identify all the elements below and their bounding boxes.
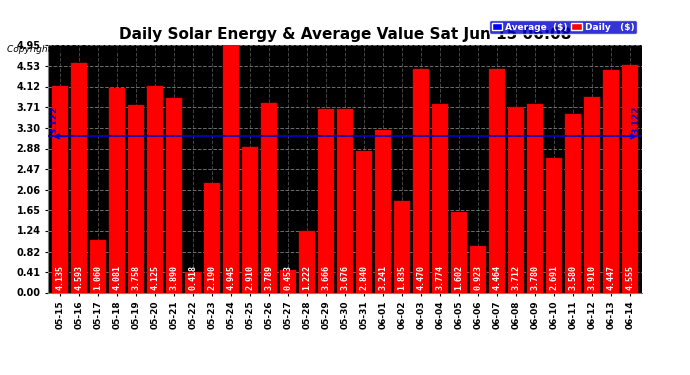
Bar xyxy=(413,69,429,292)
Bar xyxy=(128,105,144,292)
Title: Daily Solar Energy & Average Value Sat Jun 15 06:08: Daily Solar Energy & Average Value Sat J… xyxy=(119,27,571,42)
Text: 2.190: 2.190 xyxy=(208,265,217,290)
Bar xyxy=(280,270,296,292)
Text: 4.945: 4.945 xyxy=(226,265,235,290)
Bar xyxy=(375,130,391,292)
Text: 3.122: 3.122 xyxy=(50,105,59,134)
Bar xyxy=(261,103,277,292)
Text: 0.453: 0.453 xyxy=(284,265,293,290)
Text: 1.602: 1.602 xyxy=(455,265,464,290)
Text: Copyright 2013 Cartronics.com: Copyright 2013 Cartronics.com xyxy=(7,45,148,54)
Legend: Average  ($), Daily   ($): Average ($), Daily ($) xyxy=(489,20,637,34)
Bar xyxy=(603,70,620,292)
Bar xyxy=(432,104,448,292)
Bar xyxy=(90,240,106,292)
Bar xyxy=(337,109,353,292)
Bar xyxy=(546,158,562,292)
Bar xyxy=(52,86,68,292)
Bar xyxy=(527,104,543,292)
Bar xyxy=(451,212,467,292)
Text: 3.580: 3.580 xyxy=(569,265,578,290)
Text: 3.758: 3.758 xyxy=(131,265,140,290)
Bar xyxy=(565,114,581,292)
Text: 4.081: 4.081 xyxy=(112,265,121,290)
Bar xyxy=(166,98,182,292)
Bar xyxy=(508,107,524,292)
Text: 3.789: 3.789 xyxy=(264,265,273,290)
Bar xyxy=(584,97,600,292)
Bar xyxy=(318,109,334,292)
Text: 3.910: 3.910 xyxy=(588,265,597,290)
Text: 3.666: 3.666 xyxy=(322,265,331,290)
Bar xyxy=(204,183,220,292)
Bar xyxy=(470,246,486,292)
Text: 4.135: 4.135 xyxy=(55,265,64,290)
Text: 3.780: 3.780 xyxy=(531,265,540,290)
Bar xyxy=(241,147,258,292)
Text: 3.890: 3.890 xyxy=(169,265,178,290)
Text: 0.923: 0.923 xyxy=(473,265,482,290)
Text: 0.418: 0.418 xyxy=(188,265,197,290)
Text: 3.712: 3.712 xyxy=(512,265,521,290)
Text: 1.060: 1.060 xyxy=(93,265,102,290)
Text: 1.835: 1.835 xyxy=(397,265,406,290)
Text: 3.122: 3.122 xyxy=(631,105,640,134)
Text: 2.910: 2.910 xyxy=(246,265,255,290)
Bar xyxy=(70,63,87,292)
Text: 4.464: 4.464 xyxy=(493,265,502,290)
Text: 4.125: 4.125 xyxy=(150,265,159,290)
Text: 2.691: 2.691 xyxy=(550,265,559,290)
Text: 4.470: 4.470 xyxy=(417,265,426,290)
Text: 4.447: 4.447 xyxy=(607,265,615,290)
Text: 4.593: 4.593 xyxy=(75,265,83,290)
Text: 3.676: 3.676 xyxy=(340,265,350,290)
Text: 1.222: 1.222 xyxy=(302,265,311,290)
Text: 2.840: 2.840 xyxy=(359,265,368,290)
Text: 4.555: 4.555 xyxy=(626,265,635,290)
Bar xyxy=(356,150,372,292)
Bar xyxy=(109,88,125,292)
Text: 3.241: 3.241 xyxy=(379,265,388,290)
Bar xyxy=(489,69,505,292)
Bar xyxy=(147,86,163,292)
Bar xyxy=(185,272,201,292)
Bar xyxy=(394,201,410,292)
Bar xyxy=(299,231,315,292)
Text: 3.774: 3.774 xyxy=(435,265,444,290)
Bar xyxy=(223,45,239,292)
Bar xyxy=(622,65,638,292)
